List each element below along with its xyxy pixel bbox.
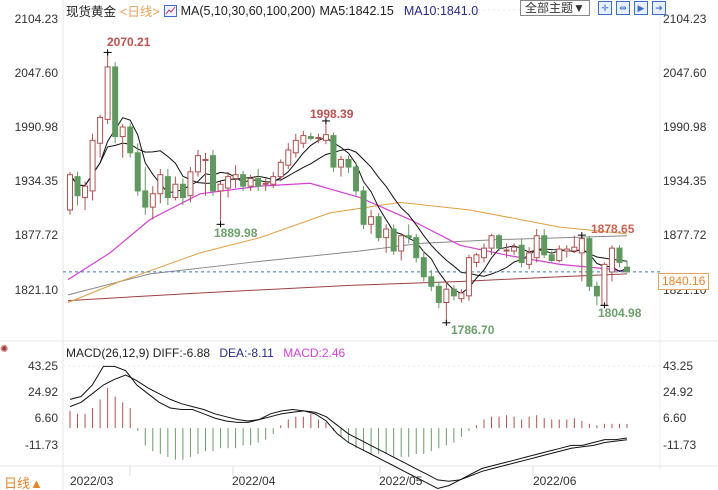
macd-axis-tick-right: 43.25 [663, 359, 694, 373]
macd-axis-tick-right: 24.92 [663, 385, 694, 399]
period-label: <日线> [120, 5, 160, 19]
left-axis-tick: 1821.10 [14, 283, 58, 297]
ma-indicator-icon[interactable] [163, 4, 177, 17]
ma10-value: MA10:1841.0 [403, 3, 479, 18]
crosshair-icon[interactable]: ✛ [598, 1, 612, 15]
date-tick: 2022/06 [533, 474, 577, 488]
right-axis-tick: 1877.72 [663, 228, 707, 242]
macd-diff: MACD(26,12,9) DIFF:-6.88 [66, 346, 211, 360]
macd-axis-tick-right: 6.60 [663, 411, 687, 425]
left-axis-tick: 1877.72 [14, 228, 58, 242]
annotation-high-1878: 1878.65 [591, 222, 635, 236]
macd-axis-tick: 43.25 [27, 359, 58, 373]
macd-value: MACD:2.46 [283, 346, 346, 360]
zoom-range-icon[interactable]: ⇹ [616, 1, 630, 15]
indicator-settings-icon[interactable]: ✺ [0, 344, 9, 355]
macd-axis-tick: 6.60 [34, 411, 58, 425]
date-tick: 2022/05 [379, 474, 423, 488]
left-axis-tick: 1990.98 [14, 120, 58, 134]
macd-header: MACD(26,12,9) DIFF:-6.88 DEA:-8.11 MACD:… [66, 346, 345, 360]
annotation-low-1804: 1804.98 [598, 306, 642, 320]
right-axis-tick: 2104.23 [663, 12, 707, 26]
macd-axis-tick: 24.92 [27, 385, 58, 399]
right-axis-tick: 1990.98 [663, 120, 707, 134]
date-tick: 2022/04 [232, 474, 276, 488]
annotation-high-2070: 2070.21 [107, 35, 151, 49]
macd-axis-tick: -11.73 [24, 438, 58, 452]
instrument-title: 现货黄金 [66, 5, 117, 19]
period-selector[interactable]: 日线▲ [4, 476, 43, 490]
left-axis-tick: 1934.35 [14, 174, 58, 188]
step-right-icon[interactable]: ▶ [634, 1, 648, 15]
annotation-low-1889: 1889.98 [214, 226, 258, 240]
ma-params: MA(5,10,30,60,100,200) [180, 3, 316, 18]
annotation-high-1998: 1998.39 [310, 107, 354, 121]
goto-end-icon[interactable]: ➔ [652, 1, 666, 15]
date-tick: 2022/03 [70, 474, 114, 488]
right-axis-tick: 1934.35 [663, 174, 707, 188]
chart-header: 现货黄金 <日线> MA(5,10,30,60,100,200) MA5:184… [66, 1, 478, 20]
left-axis-tick: 2047.60 [14, 66, 58, 80]
macd-dea: DEA:-8.11 [219, 346, 274, 360]
annotation-low-1786: 1786.70 [451, 323, 495, 337]
macd-axis-tick-right: -11.73 [663, 438, 697, 452]
current-price-tag: 1840.16 [658, 273, 710, 290]
left-axis-tick: 2104.23 [14, 12, 58, 26]
theme-selector-button[interactable]: 全部主题▼ [520, 0, 590, 16]
right-axis-tick: 2047.60 [663, 66, 707, 80]
ma5-value: MA5:1842.15 [319, 3, 394, 18]
